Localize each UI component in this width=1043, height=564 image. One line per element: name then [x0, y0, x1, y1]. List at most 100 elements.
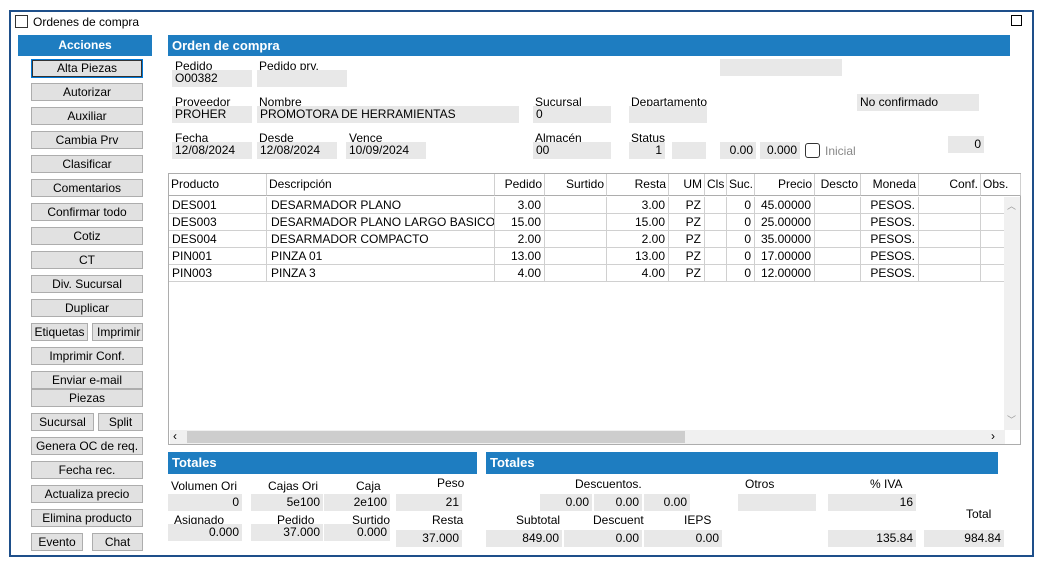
value-b-field[interactable]: 0.000 [760, 142, 800, 159]
vertical-scrollbar[interactable]: ︿ ﹀ [1004, 197, 1020, 430]
products-grid[interactable]: Producto Descripción Pedido Surtido Rest… [168, 173, 1021, 445]
imprimir-conf-button[interactable]: Imprimir Conf. [31, 347, 143, 365]
col-resta[interactable]: Resta [607, 174, 669, 196]
cell-resta[interactable]: 13.00 [607, 248, 669, 265]
cell-um[interactable]: PZ [669, 197, 705, 214]
genera-oc-button[interactable]: Genera OC de req. [31, 437, 143, 455]
cell-surtido[interactable] [545, 214, 607, 231]
col-cls[interactable]: Cls [705, 174, 727, 196]
cell-surtido[interactable] [545, 248, 607, 265]
cell-conf[interactable] [919, 197, 981, 214]
cell-conf[interactable] [919, 248, 981, 265]
sucursal-button[interactable]: Sucursal [31, 413, 94, 431]
alta-piezas-button[interactable]: Alta Piezas [31, 59, 143, 78]
scroll-right-icon[interactable]: › [991, 429, 995, 443]
imprimir-button[interactable]: Imprimir [92, 323, 143, 341]
col-conf[interactable]: Conf. [919, 174, 981, 196]
cell-moneda[interactable]: PESOS. [861, 197, 919, 214]
cell-precio[interactable]: 17.00000 [755, 248, 815, 265]
enviar-email-button[interactable]: Enviar e-mail [31, 371, 143, 389]
cell-conf[interactable] [919, 231, 981, 248]
cell-conf[interactable] [919, 214, 981, 231]
cell-obs[interactable] [981, 248, 1005, 265]
pedido-field[interactable]: O00382 [172, 70, 252, 87]
div-sucursal-button[interactable]: Div. Sucursal [31, 275, 143, 293]
status-field[interactable]: 1 [629, 142, 665, 159]
sucursal-field[interactable]: 0 [533, 106, 611, 123]
cell-descripcion[interactable]: PINZA 3 [267, 265, 495, 282]
cell-producto[interactable]: DES001 [169, 197, 267, 214]
col-precio[interactable]: Precio [755, 174, 815, 196]
inicial-checkbox[interactable] [805, 143, 820, 158]
cell-moneda[interactable]: PESOS. [861, 248, 919, 265]
cell-um[interactable]: PZ [669, 214, 705, 231]
cell-cls[interactable] [705, 265, 727, 282]
col-pedido[interactable]: Pedido [495, 174, 545, 196]
cell-pedido[interactable]: 2.00 [495, 231, 545, 248]
cell-descto[interactable] [815, 214, 861, 231]
cell-obs[interactable] [981, 231, 1005, 248]
auxiliar-button[interactable]: Auxiliar [31, 107, 143, 125]
cell-suc[interactable]: 0 [727, 231, 755, 248]
cell-pedido[interactable]: 15.00 [495, 214, 545, 231]
duplicar-button[interactable]: Duplicar [31, 299, 143, 317]
cell-pedido[interactable]: 13.00 [495, 248, 545, 265]
cell-pedido[interactable]: 4.00 [495, 265, 545, 282]
cell-obs[interactable] [981, 197, 1005, 214]
cell-resta[interactable]: 3.00 [607, 197, 669, 214]
cell-producto[interactable]: DES003 [169, 214, 267, 231]
value-a-field[interactable]: 0.00 [720, 142, 756, 159]
cell-cls[interactable] [705, 231, 727, 248]
cell-um[interactable]: PZ [669, 231, 705, 248]
cell-um[interactable]: PZ [669, 248, 705, 265]
cell-moneda[interactable]: PESOS. [861, 265, 919, 282]
cell-suc[interactable]: 0 [727, 197, 755, 214]
evento-button[interactable]: Evento [31, 533, 83, 551]
cell-precio[interactable]: 25.00000 [755, 214, 815, 231]
cell-cls[interactable] [705, 248, 727, 265]
clasificar-button[interactable]: Clasificar [31, 155, 143, 173]
cell-descripcion[interactable]: DESARMADOR PLANO [267, 197, 495, 214]
cell-descto[interactable] [815, 248, 861, 265]
nombre-field[interactable]: PROMOTORA DE HERRAMIENTAS [257, 106, 519, 123]
cell-producto[interactable]: DES004 [169, 231, 267, 248]
table-row[interactable]: DES001 DESARMADOR PLANO 3.00 3.00 PZ 0 45.0000… [169, 197, 1005, 214]
cell-obs[interactable] [981, 265, 1005, 282]
vence-field[interactable]: 10/09/2024 [346, 142, 426, 159]
cell-moneda[interactable]: PESOS. [861, 214, 919, 231]
cotiz-button[interactable]: Cotiz [31, 227, 143, 245]
cell-resta[interactable]: 2.00 [607, 231, 669, 248]
departamento-field[interactable] [629, 106, 707, 123]
cell-descto[interactable] [815, 231, 861, 248]
proveedor-field[interactable]: PROHER [172, 106, 252, 123]
cell-descripcion[interactable]: DESARMADOR PLANO LARGO BASICO [267, 214, 495, 231]
desde-field[interactable]: 12/08/2024 [257, 142, 337, 159]
window-checkbox[interactable] [15, 15, 28, 28]
table-row[interactable]: DES003 DESARMADOR PLANO LARGO BASICO 15.00… [169, 214, 1005, 231]
scroll-down-icon[interactable]: ﹀ [1007, 415, 1017, 425]
maximize-icon[interactable] [1011, 15, 1022, 26]
col-surtido[interactable]: Surtido [545, 174, 607, 196]
cell-pedido[interactable]: 3.00 [495, 197, 545, 214]
pedido-prv-field[interactable] [257, 70, 347, 87]
fecha-rec-button[interactable]: Fecha rec. [31, 461, 143, 479]
cell-precio[interactable]: 12.00000 [755, 265, 815, 282]
cell-descto[interactable] [815, 197, 861, 214]
col-moneda[interactable]: Moneda [861, 174, 919, 196]
cell-conf[interactable] [919, 265, 981, 282]
cell-surtido[interactable] [545, 231, 607, 248]
col-um[interactable]: UM [669, 174, 705, 196]
col-descripcion[interactable]: Descripción [267, 174, 495, 196]
cell-suc[interactable]: 0 [727, 265, 755, 282]
cell-um[interactable]: PZ [669, 265, 705, 282]
cell-surtido[interactable] [545, 265, 607, 282]
table-row[interactable]: DES004 DESARMADOR COMPACTO 2.00 2.00 PZ 0 35.0… [169, 231, 1005, 248]
cell-descripcion[interactable]: PINZA 01 [267, 248, 495, 265]
cell-precio[interactable]: 45.00000 [755, 197, 815, 214]
cell-suc[interactable]: 0 [727, 214, 755, 231]
horizontal-scroll-thumb[interactable] [187, 431, 685, 443]
cell-moneda[interactable]: PESOS. [861, 231, 919, 248]
actualiza-precio-button[interactable]: Actualiza precio [31, 485, 143, 503]
cell-resta[interactable]: 4.00 [607, 265, 669, 282]
cambia-prv-button[interactable]: Cambia Prv [31, 131, 143, 149]
